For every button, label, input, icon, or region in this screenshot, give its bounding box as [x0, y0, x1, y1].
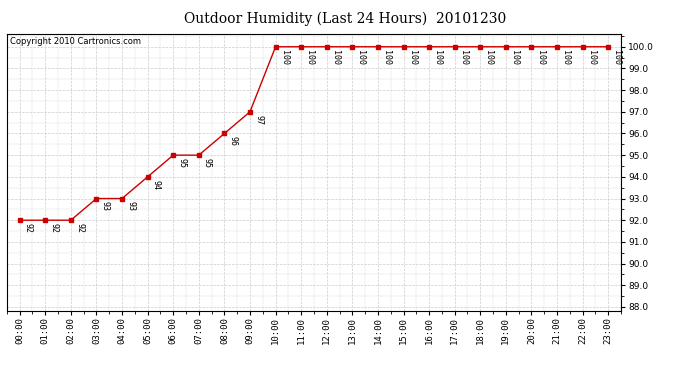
- Text: 94: 94: [152, 180, 161, 190]
- Text: 92: 92: [24, 223, 33, 233]
- Text: 95: 95: [203, 158, 212, 168]
- Text: 100: 100: [484, 50, 493, 64]
- Text: 100: 100: [535, 50, 544, 64]
- Text: 100: 100: [433, 50, 442, 64]
- Text: 93: 93: [126, 201, 135, 211]
- Text: 100: 100: [331, 50, 340, 64]
- Text: 100: 100: [279, 50, 288, 64]
- Text: 100: 100: [459, 50, 468, 64]
- Text: 95: 95: [177, 158, 186, 168]
- Text: 100: 100: [305, 50, 315, 64]
- Text: 100: 100: [586, 50, 595, 64]
- Text: 96: 96: [228, 136, 237, 146]
- Text: 100: 100: [612, 50, 622, 64]
- Text: 92: 92: [50, 223, 59, 233]
- Text: 92: 92: [75, 223, 84, 233]
- Text: 100: 100: [510, 50, 519, 64]
- Text: 93: 93: [101, 201, 110, 211]
- Text: Copyright 2010 Cartronics.com: Copyright 2010 Cartronics.com: [10, 36, 141, 45]
- Text: 100: 100: [357, 50, 366, 64]
- Text: Outdoor Humidity (Last 24 Hours)  20101230: Outdoor Humidity (Last 24 Hours) 2010123…: [184, 11, 506, 26]
- Text: 100: 100: [561, 50, 570, 64]
- Text: 100: 100: [382, 50, 391, 64]
- Text: 100: 100: [408, 50, 417, 64]
- Text: 97: 97: [254, 115, 263, 125]
